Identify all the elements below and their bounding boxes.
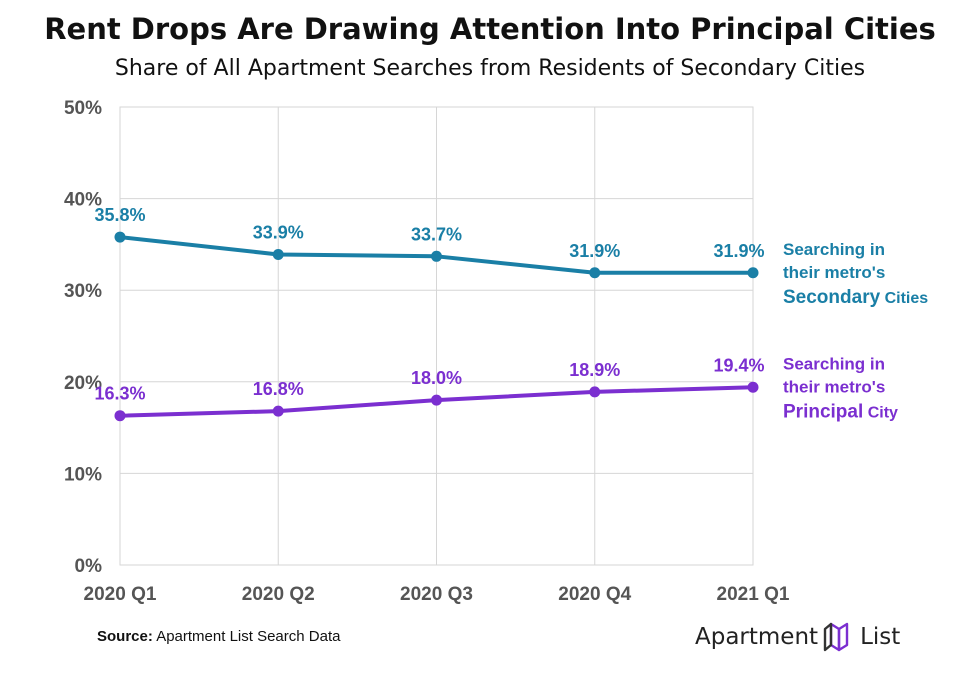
x-tick-label: 2020 Q1 xyxy=(84,584,157,605)
y-tick-label: 30% xyxy=(64,281,102,302)
series-points xyxy=(114,231,759,422)
chart-subtitle: Share of All Apartment Searches from Res… xyxy=(114,56,866,81)
legend-tail: City xyxy=(863,404,898,421)
apartment-list-logo: Apartment List xyxy=(695,617,900,657)
data-point xyxy=(272,248,284,260)
data-label: 18.9% xyxy=(569,360,620,380)
series-legends: Searching in their metro's Secondary Citie… xyxy=(783,240,928,422)
data-label: 33.7% xyxy=(411,224,462,244)
chart-title: Rent Drops Are Drawing Attention Into Pr… xyxy=(44,12,936,46)
source-note: Source: Apartment List Search Data xyxy=(97,628,340,645)
x-tick-label: 2020 Q2 xyxy=(242,584,315,605)
data-point xyxy=(431,250,442,262)
data-point xyxy=(589,267,601,279)
legend-line: their metro's xyxy=(783,377,885,396)
source-text: Apartment List Search Data xyxy=(156,628,341,645)
data-label: 19.4% xyxy=(713,355,764,375)
data-point xyxy=(747,267,759,279)
gridlines xyxy=(119,106,754,566)
data-label: 16.3% xyxy=(94,384,145,404)
logo-word-apartment: Apartment xyxy=(695,624,819,650)
data-label: 16.8% xyxy=(253,379,304,399)
data-label: 35.8% xyxy=(94,205,145,225)
data-label: 31.9% xyxy=(569,241,620,261)
data-labels: 35.8% 33.9% 33.7% 31.9% 31.9% 16.3% 16.8% 18.0%… xyxy=(94,205,764,404)
y-axis-labels: 0% 10% 20% 30% 40% 50% xyxy=(64,98,102,577)
data-point xyxy=(114,410,126,422)
data-point xyxy=(114,231,126,243)
legend-emphasis-line: Secondary Cities xyxy=(783,287,928,308)
legend-line: Searching in xyxy=(783,240,885,259)
x-tick-label: 2020 Q4 xyxy=(558,584,631,605)
legend-emphasis: Secondary xyxy=(783,287,881,308)
x-tick-label: 2020 Q3 xyxy=(400,584,473,605)
data-label: 33.9% xyxy=(253,222,304,242)
data-point xyxy=(589,386,601,398)
data-point xyxy=(431,394,442,406)
data-label: 31.9% xyxy=(713,241,764,261)
legend-line: their metro's xyxy=(783,263,885,282)
y-tick-label: 10% xyxy=(64,464,102,485)
legend-line: Searching in xyxy=(783,354,885,373)
apartment-list-logo-icon xyxy=(823,622,849,652)
y-tick-label: 50% xyxy=(64,98,102,119)
y-tick-label: 40% xyxy=(64,190,102,211)
legend-emphasis-line: Principal City xyxy=(783,401,898,422)
x-tick-label: 2021 Q1 xyxy=(717,584,790,605)
data-point xyxy=(747,381,759,393)
data-label: 18.0% xyxy=(411,368,462,388)
y-tick-label: 0% xyxy=(75,556,103,577)
data-point xyxy=(272,405,284,417)
legend-emphasis: Principal xyxy=(783,401,863,422)
legend-tail: Cities xyxy=(880,290,928,307)
y-tick-label: 20% xyxy=(64,373,102,394)
x-axis-labels: 2020 Q1 2020 Q2 2020 Q3 2020 Q4 2021 Q1 xyxy=(84,584,790,605)
logo-word-list: List xyxy=(860,624,901,650)
source-label: Source: xyxy=(97,628,153,645)
